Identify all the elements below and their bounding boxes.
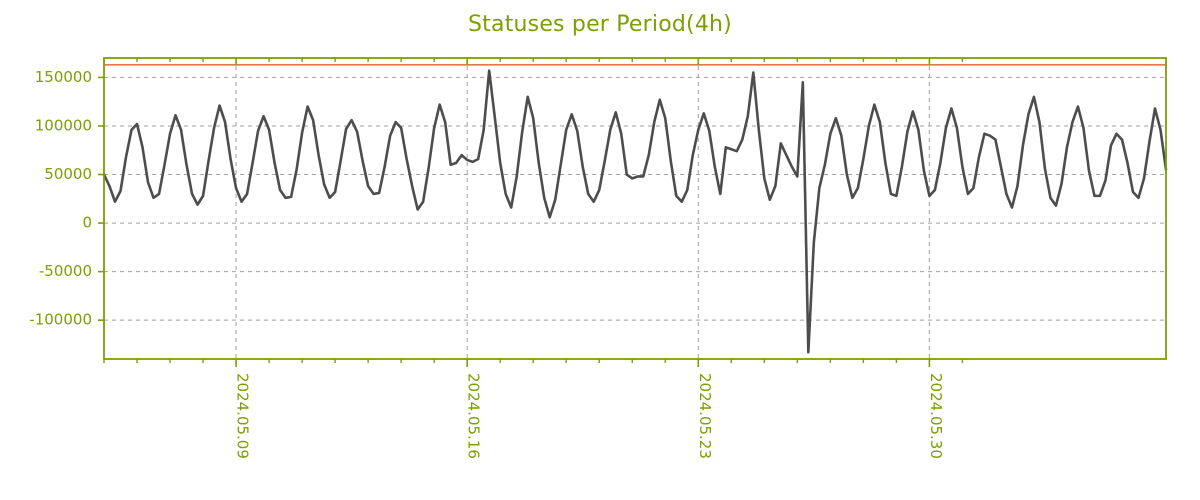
data-series-line [102,69,1168,354]
x-tick-label: 2024.05.23 [696,373,714,459]
chart-title: Statuses per Period(4h) [468,12,732,37]
y-tick-label: -100000 [29,311,92,329]
x-tick-label: 2024.05.30 [927,373,945,459]
y-tick-label: 0 [82,214,92,232]
tick-label-layer: 150000 100000 50000 0 -50000 -100000 2024.05.0… [29,68,945,459]
y-tick-label: 100000 [35,116,92,134]
y-tick-label: 50000 [44,165,92,183]
x-tick-label: 2024.05.16 [465,373,483,459]
y-tick-label: -50000 [39,262,92,280]
axis-layer [98,57,1167,367]
plot-frame [103,57,1167,360]
y-tick-label: 150000 [35,68,92,86]
x-tick-label: 2024.05.09 [234,373,252,459]
data-line-layer [102,69,1168,354]
grid-layer [104,58,1166,359]
